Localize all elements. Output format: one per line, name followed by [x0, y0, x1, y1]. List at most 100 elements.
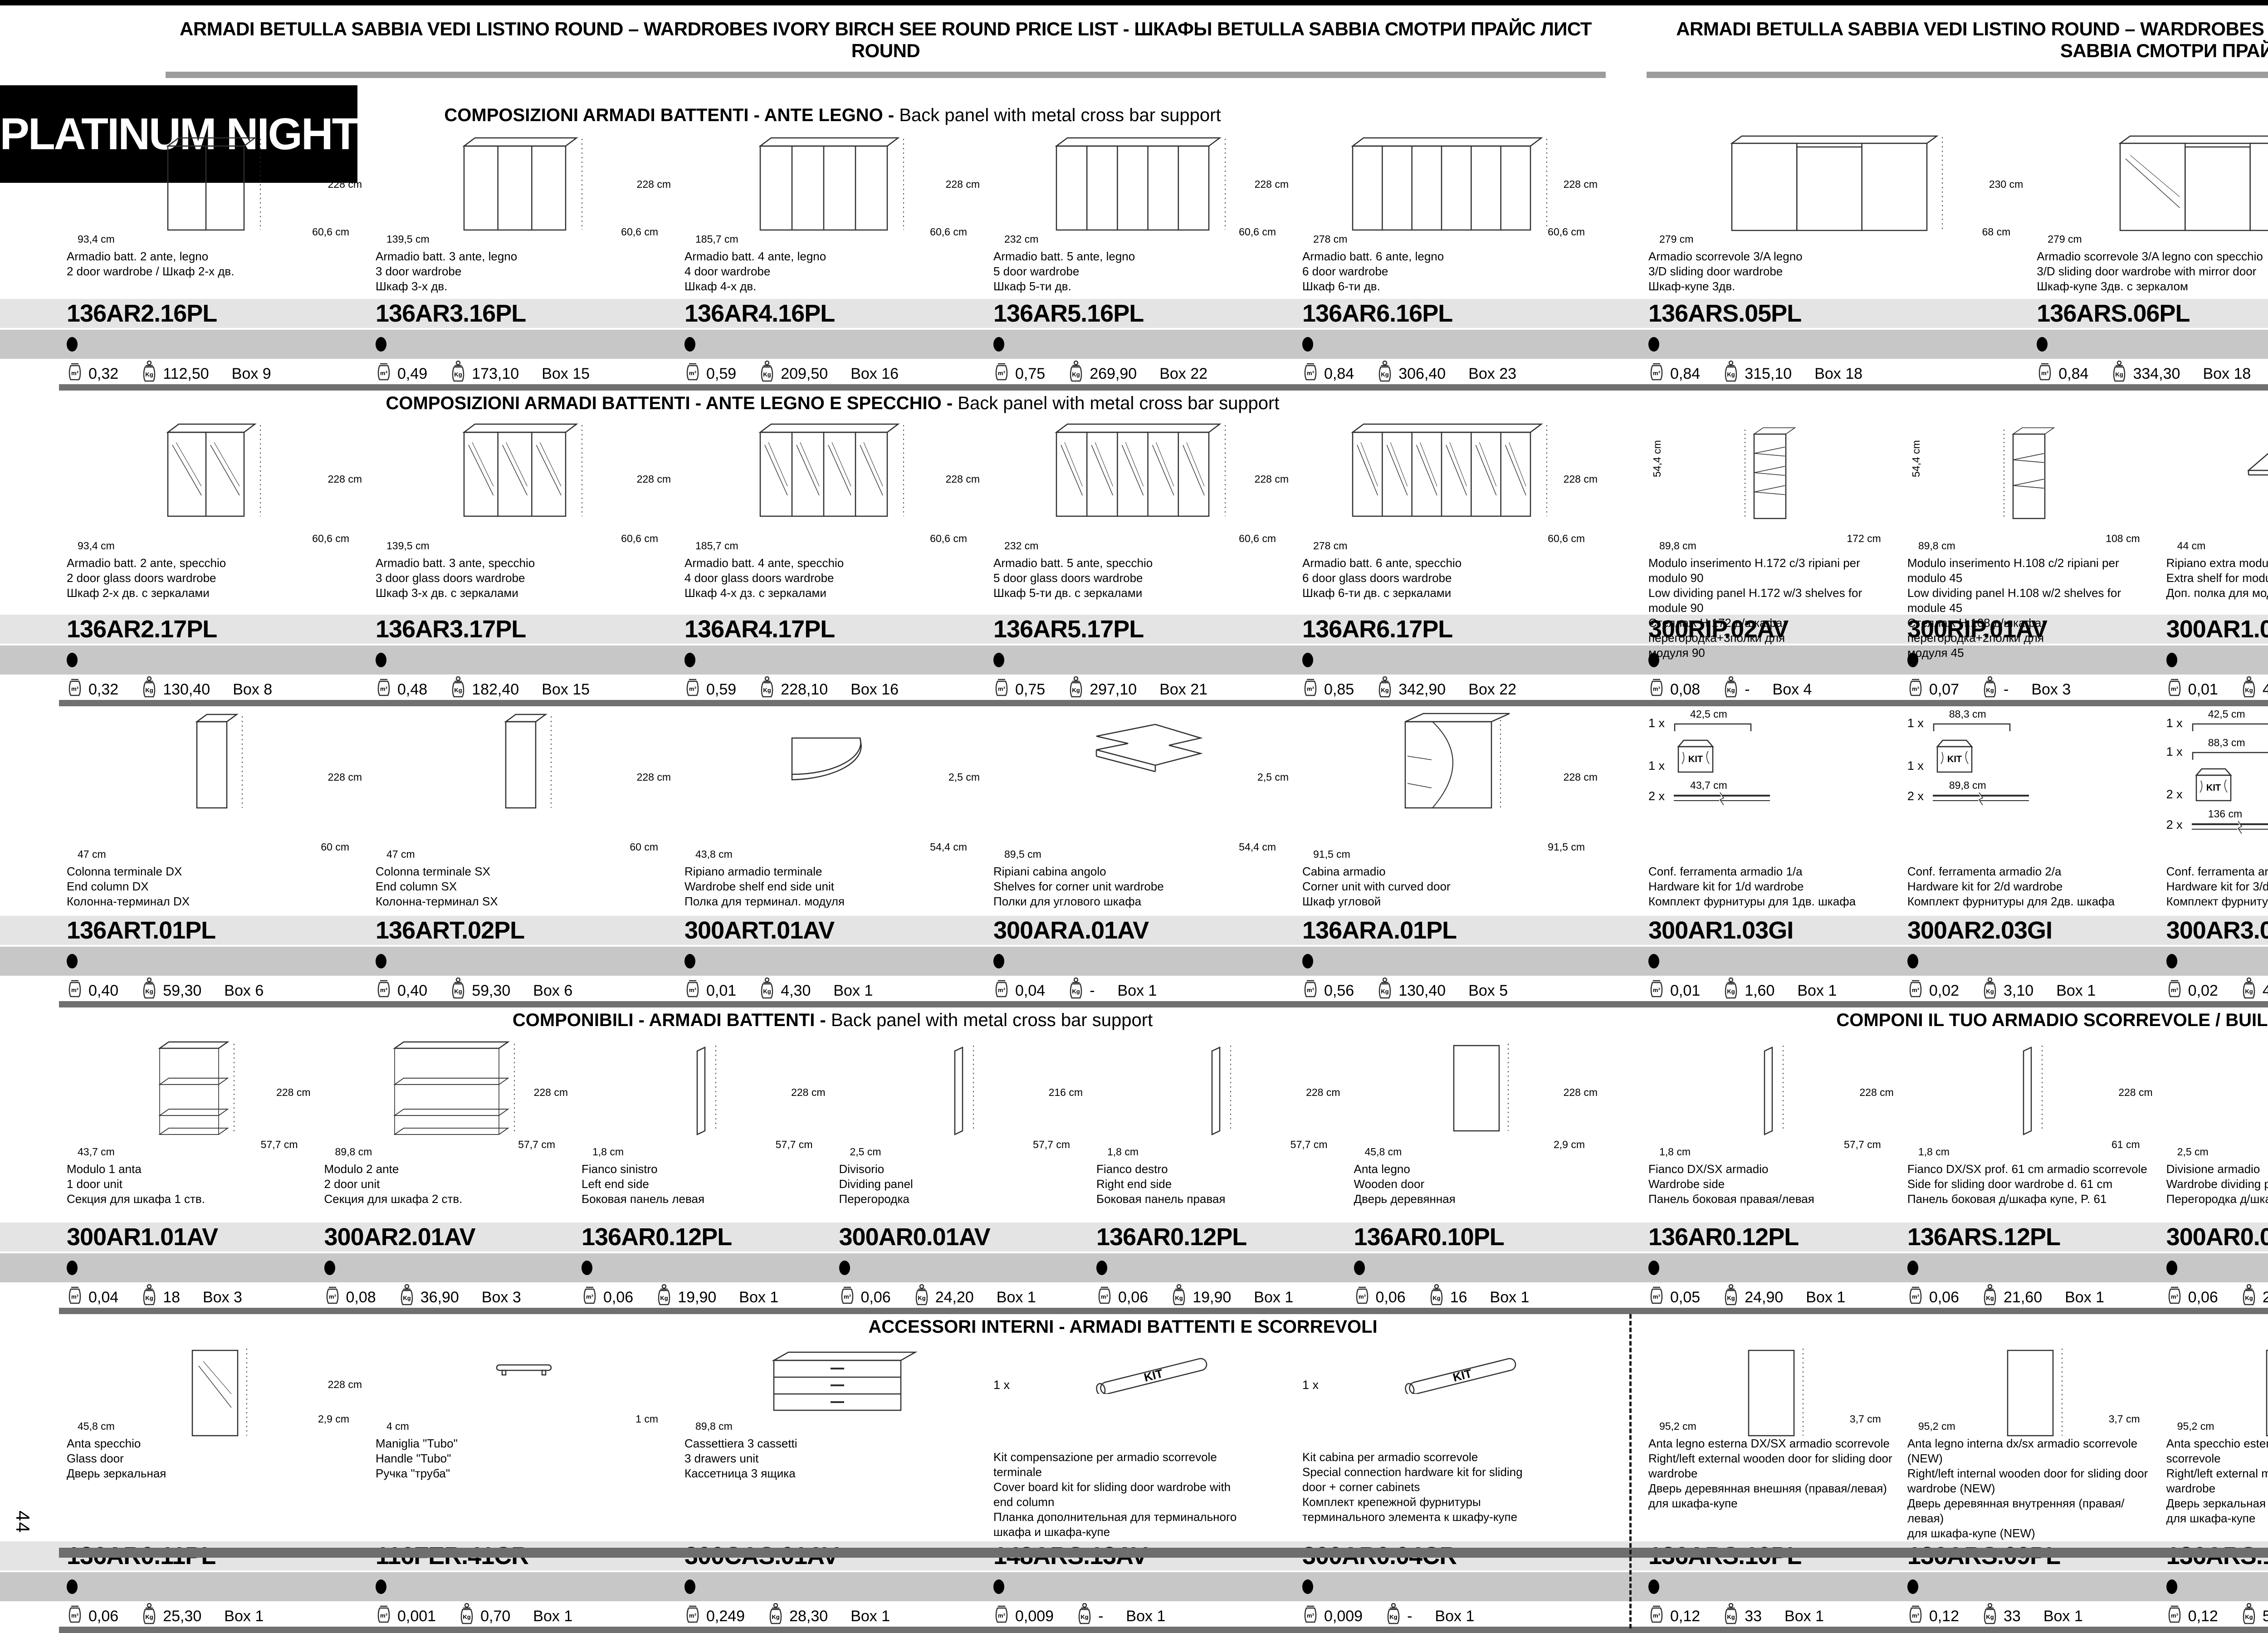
- description-line: Стеллаж H.172 д/шкафа: перегородка+3полк…: [1648, 616, 1786, 645]
- volume-value: 0,56: [1324, 982, 1354, 999]
- product-drawing: 43,8 cm 54,4 cm 2,5 cm: [684, 706, 981, 861]
- line-art: [462, 137, 582, 231]
- volume-value: 0,75: [1015, 365, 1046, 382]
- volume-wrap: m³: [684, 677, 701, 702]
- dimension-height: 228 cm: [1563, 1086, 1598, 1099]
- description-line: Полка для терминал. модуля: [684, 895, 845, 908]
- price-band: m³ 0,32 Kg 130,40 Box 8 m³ 0,48 Kg 182,40 Box 15 m…: [0, 676, 2268, 698]
- weight-icon: Kg: [761, 676, 773, 698]
- dimension-width: 47 cm: [78, 848, 106, 860]
- page-header-right: ARMADI BETULLA SABBIA VEDI LISTINO ROUND…: [1676, 18, 2268, 61]
- product-code: 300AR0.01AV: [839, 1223, 991, 1251]
- svg-text:m³: m³: [71, 370, 79, 376]
- dimension-height: 228 cm: [791, 1086, 826, 1099]
- dimension-height: 228 cm: [327, 771, 362, 783]
- product-code: 300ARA.01AV: [993, 917, 1149, 944]
- header-rule-left: [166, 72, 1606, 78]
- product-cell: 139,5 cm 60,6 cm 228 cm Armadio batt. 3 ant…: [369, 416, 678, 614]
- dot-cell: [1090, 1253, 1348, 1282]
- dot-cell: [60, 645, 369, 675]
- price-cell: m³ 0,12 Kg 33 Box 1: [1642, 1603, 1901, 1625]
- svg-text:Kg: Kg: [146, 1295, 153, 1301]
- svg-text:KIT: KIT: [1688, 754, 1703, 764]
- svg-text:Kg: Kg: [1080, 1613, 1088, 1620]
- dimension-width: 232 cm: [1004, 233, 1039, 245]
- availability-dot: [1096, 1261, 1107, 1275]
- product-drawing: 232 cm 60,6 cm 228 cm: [993, 130, 1290, 245]
- description-line: 3 door glass doors wardrobe: [376, 571, 525, 585]
- section-title-left: COMPOSIZIONI ARMADI BATTENTI - ANTE LEGN…: [60, 391, 1605, 416]
- dimension-width: 95,2 cm: [2177, 1420, 2214, 1432]
- dimension-width: 45,8 cm: [1364, 1146, 1402, 1158]
- kit-quantity: 1 x: [1907, 759, 1924, 772]
- svg-text:Kg: Kg: [1381, 687, 1389, 694]
- description-line: Armadio batt. 2 ante, legno: [67, 249, 209, 263]
- weight-value: 59,30: [163, 982, 202, 999]
- volume-value: 0,001: [397, 1608, 436, 1625]
- weight-value: 19,90: [1193, 1289, 1232, 1306]
- weight-wrap: Kg: [141, 1603, 157, 1630]
- description-line: Armadio batt. 5 ante, legno: [993, 249, 1135, 263]
- dot-cell: [575, 1253, 833, 1282]
- dimension-width: 185,7 cm: [695, 233, 738, 245]
- dot-cell: [369, 1572, 678, 1601]
- price-cell: m³ 0,04 Kg 18 Box 3: [60, 1284, 318, 1306]
- volume-icon: m³: [68, 1605, 81, 1623]
- dimension-depth: 60,6 cm: [930, 226, 967, 238]
- volume-value: 0,06: [603, 1289, 634, 1306]
- availability-dot: [376, 1579, 386, 1594]
- description-line: терминального элемента к шкафу-купе: [1302, 1510, 1518, 1524]
- description-line: Дверь деревянная: [1354, 1192, 1456, 1206]
- svg-text:Kg: Kg: [660, 1295, 668, 1301]
- volume-icon: m³: [1909, 1605, 1922, 1623]
- product-drawing: 89,8 cm: [684, 1340, 981, 1433]
- volume-value: 0,05: [1670, 1289, 1701, 1306]
- weight-value: 173,10: [472, 365, 519, 382]
- weight-icon: Kg: [143, 1603, 156, 1624]
- description-line: шкафа и шкафа-купе: [993, 1525, 1110, 1539]
- code-cell: 136AR5.17PL: [987, 615, 1296, 644]
- dimension-depth: 2,9 cm: [1553, 1139, 1585, 1150]
- dimension-width: 89,5 cm: [1004, 848, 1041, 860]
- weight-value: 21,60: [2004, 1289, 2043, 1306]
- dimension-width: 93,4 cm: [78, 233, 115, 245]
- product-cells: 93,4 cm 60,6 cm 228 cm Armadio batt. 2 ante…: [0, 130, 2268, 298]
- product-code: 300AR1.03GI: [1648, 917, 1794, 944]
- row-half-right: 279 cm 68 cm 230 cm Armadio scorrevole 3/A …: [1642, 130, 2268, 298]
- line-art: [1745, 427, 1796, 519]
- weight-wrap: Kg: [1068, 978, 1084, 1004]
- volume-icon: m³: [1650, 1286, 1663, 1304]
- dot-cell: [369, 947, 678, 976]
- svg-text:m³: m³: [1307, 685, 1315, 692]
- volume-value: 0,84: [1324, 365, 1354, 382]
- dimension-width: 278 cm: [1313, 233, 1348, 245]
- dimension-width: 89,8 cm: [335, 1146, 372, 1158]
- line-art: [2023, 1046, 2043, 1135]
- weight-value: -: [1407, 1608, 1413, 1625]
- price-group: m³ 0,12 Kg 33 Box 1: [1648, 1603, 1895, 1630]
- product-code: 300RIP.02AV: [1648, 616, 1789, 643]
- product-drawing: 185,7 cm 60,6 cm 228 cm: [684, 130, 981, 245]
- description-line: Шкаф 5-ти дв.: [993, 279, 1071, 293]
- volume-wrap: m³: [1648, 677, 1665, 702]
- product-cell: 2,5 cm 57,7 cm 216 cm Divisorio Dividing pan…: [833, 1035, 1090, 1222]
- line-art: [2247, 453, 2268, 476]
- kit-dimension: 42,5 cm: [1690, 708, 1727, 720]
- weight-value: 112,50: [163, 365, 209, 382]
- volume-icon: m³: [995, 980, 1008, 997]
- code-cell: 136ART.02PL: [369, 916, 678, 945]
- dimension-width: 2,5 cm: [2177, 1146, 2209, 1158]
- volume-icon: m³: [1650, 679, 1663, 696]
- line-art: [696, 1046, 716, 1135]
- code-band: 136AR2.16PL 136AR3.16PL 136AR4.16PL 136AR5.…: [0, 299, 2268, 328]
- row-half-right: 89,8 cm 172 cm 54,4 cm Modulo inserimento H…: [1642, 416, 2268, 660]
- description-line: Right/left internal wooden door for slid…: [1907, 1467, 2148, 1495]
- row-half-left: [60, 1253, 1605, 1282]
- product-drawing: 91,5 cm 91,5 cm 228 cm: [1302, 706, 1598, 861]
- row-half-right: [1642, 1253, 2268, 1282]
- weight-wrap: Kg: [1076, 1603, 1093, 1630]
- dimension-height: 228 cm: [945, 473, 980, 485]
- volume-value: 0,84: [2058, 365, 2089, 382]
- description-line: Шкаф 5-ти дв. с зеркалами: [993, 586, 1143, 600]
